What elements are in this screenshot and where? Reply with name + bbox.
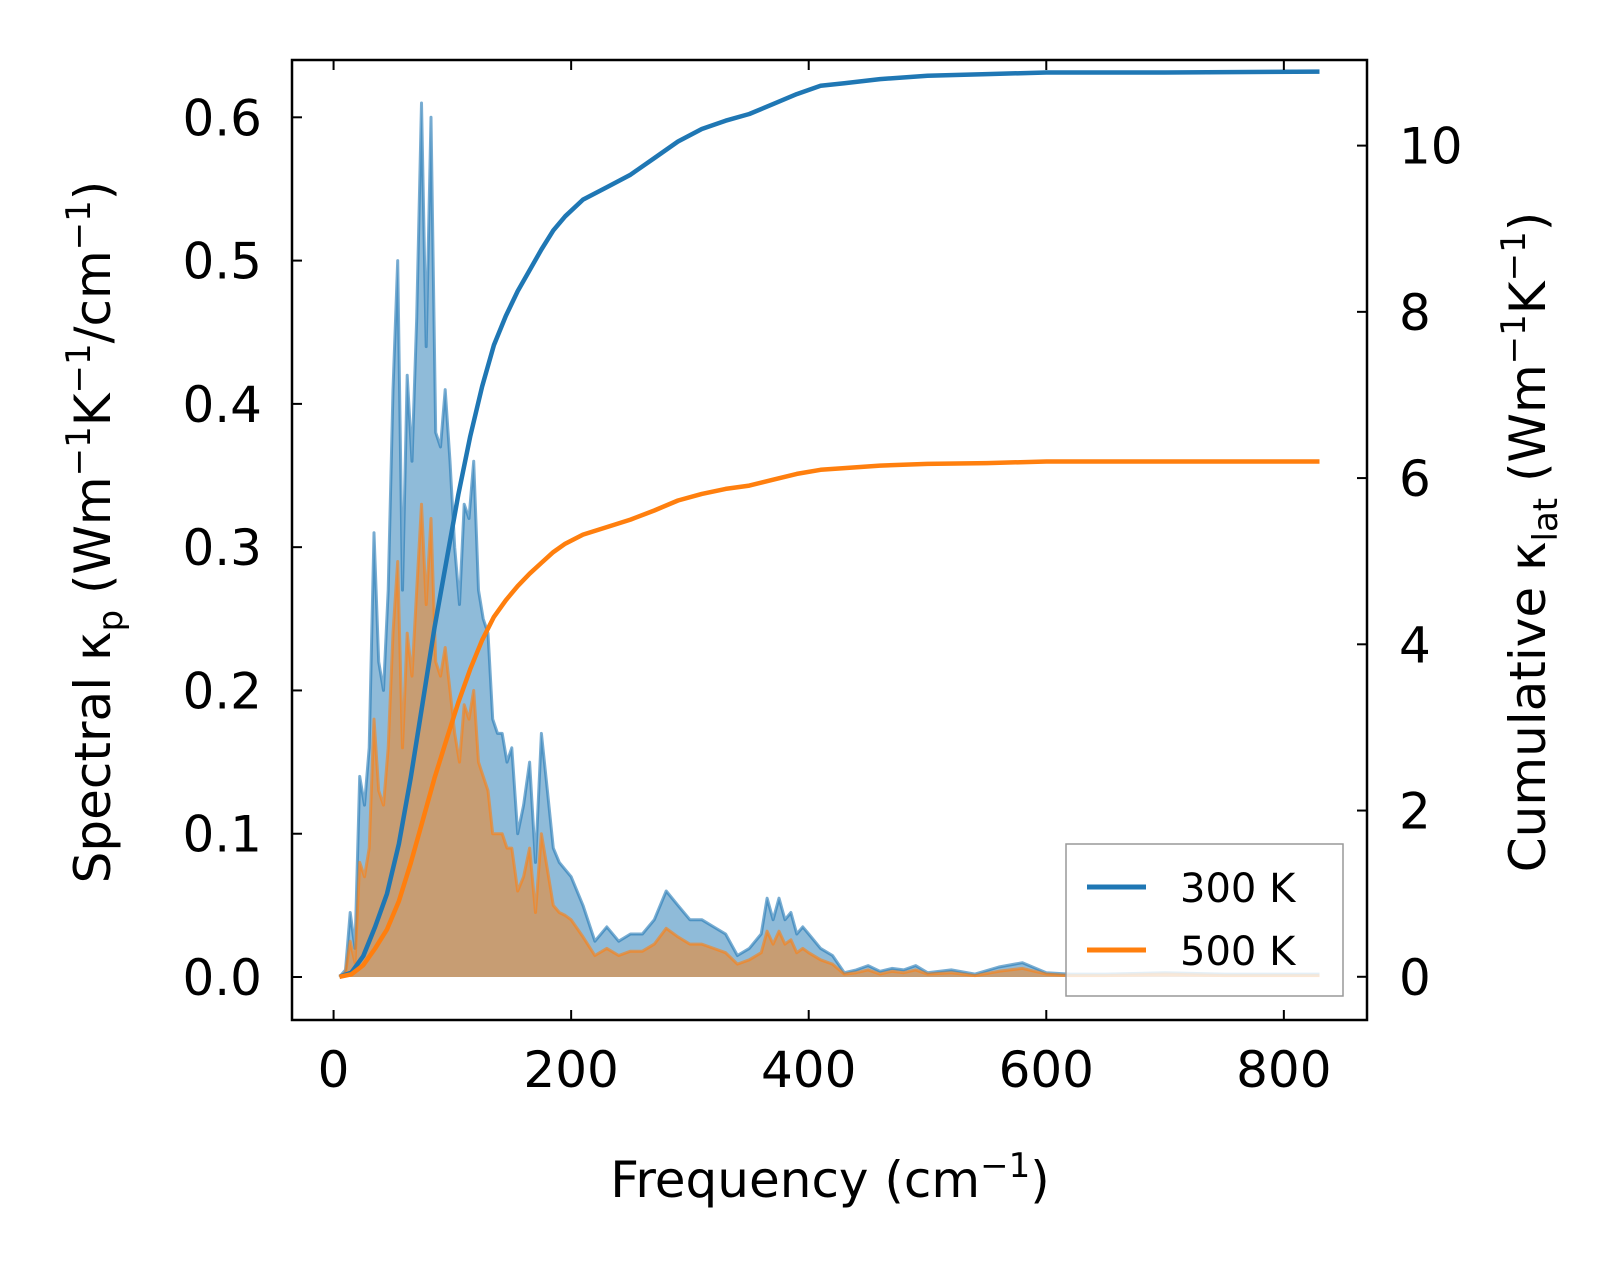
y-axis-left-label: Spectral κp (Wm−1K−1/cm−1) [59,181,131,884]
y-right-tick-label: 10 [1399,118,1463,176]
y-left-tick-label: 0.2 [182,662,262,720]
spectral-line-500k [338,502,1320,979]
legend: 300 K 500 K [1065,843,1344,997]
y-left-tick-label: 0.6 [182,89,262,147]
x-tick-label: 600 [999,1041,1094,1099]
legend-label-500k: 500 K [1180,929,1297,975]
y-left-tick-label: 0.1 [182,806,262,864]
legend-label-300k: 300 K [1180,866,1297,912]
x-tick-label: 400 [761,1041,856,1099]
spectral-area-500k [339,504,1320,977]
plot-area [338,69,1320,980]
x-tick-label: 0 [318,1041,350,1099]
y-axis-right: 0 2 4 6 8 10 [1357,118,1463,1007]
spectral-line-300k [338,101,1320,978]
y-right-tick-label: 0 [1399,949,1431,1007]
y-right-tick-label: 6 [1399,450,1431,508]
y-left-tick-label: 0.5 [182,233,262,291]
plot-frame [290,58,1369,1022]
cumulative-line-300k [338,69,1320,979]
x-axis: 0 200 400 600 800 [318,60,1332,1099]
legend-box [1065,843,1344,997]
y-axis-right-label: Cumulative κlat (Wm−1K−1) [1494,212,1566,872]
y-left-tick-label: 0.3 [182,519,262,577]
y-right-tick-label: 2 [1399,783,1431,841]
y-axis-left: 0.0 0.1 0.2 0.3 0.4 0.5 0.6 [182,89,302,1007]
y-left-tick-label: 0.4 [182,376,262,434]
y-right-tick-label: 8 [1399,284,1431,342]
y-left-tick-label: 0.0 [182,949,262,1007]
x-tick-label: 800 [1236,1041,1331,1099]
x-tick-label: 200 [523,1041,618,1099]
y-right-tick-label: 4 [1399,616,1431,674]
x-axis-label: Frequency (cm−1) [610,1146,1050,1209]
cumulative-line-500k [339,459,1320,980]
